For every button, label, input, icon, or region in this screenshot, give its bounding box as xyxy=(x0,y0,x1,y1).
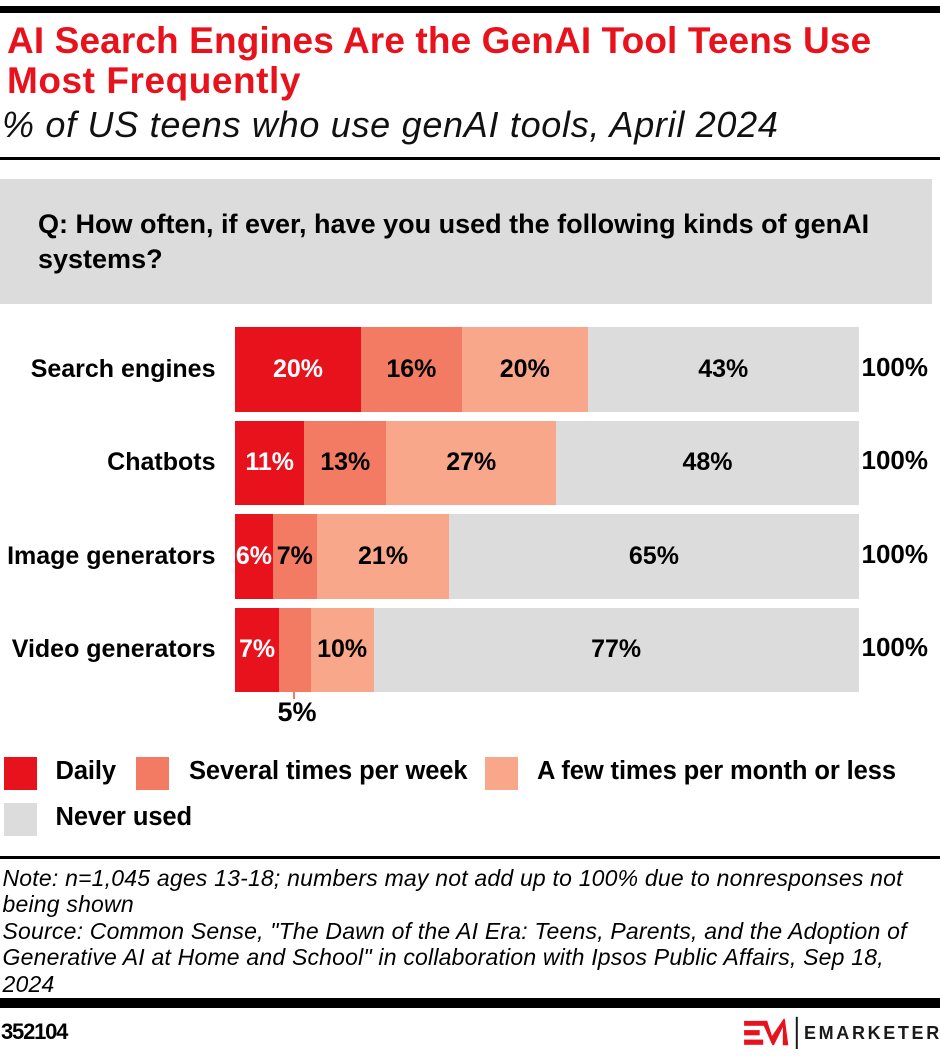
svg-text:EMARKETER: EMARKETER xyxy=(804,1023,940,1043)
